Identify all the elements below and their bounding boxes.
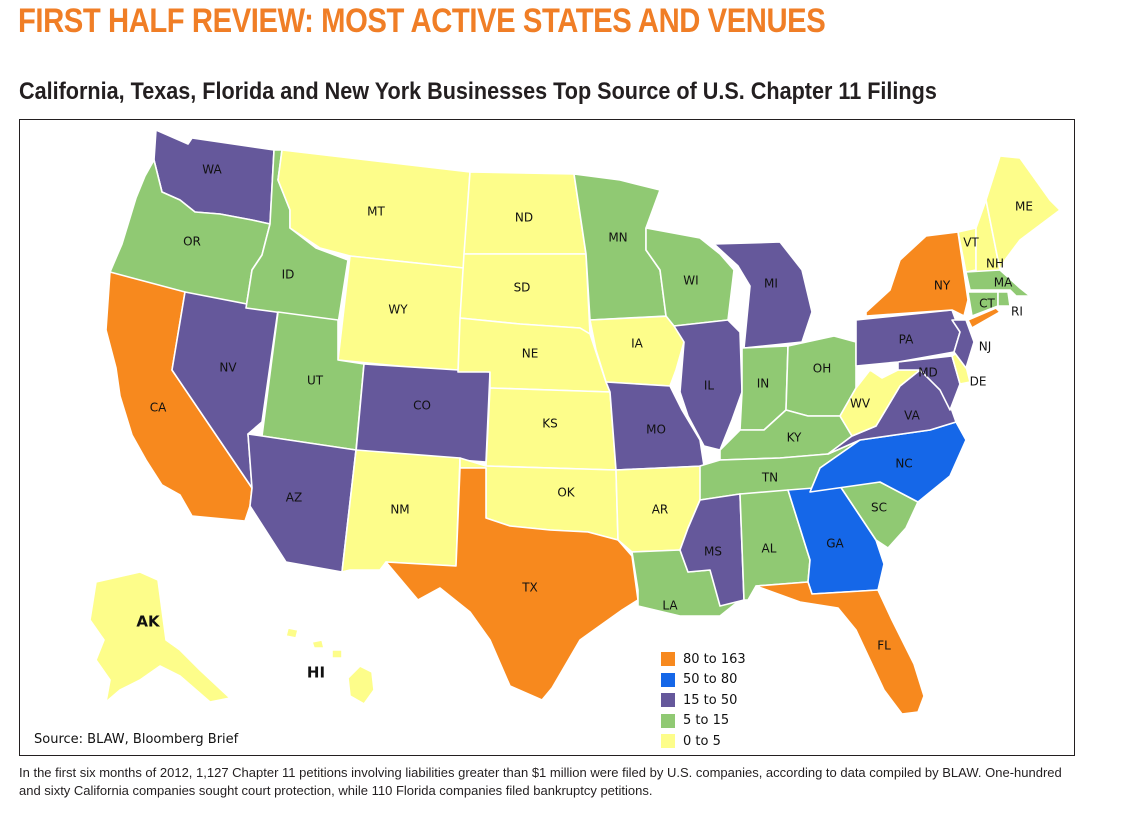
label-mn: MN [608,231,627,245]
label-mt: MT [367,205,385,219]
label-me: ME [1015,200,1033,214]
label-wa: WA [202,163,222,177]
state-hi-island-3 [311,639,325,649]
state-ia [589,315,685,387]
state-tx [385,467,639,701]
legend-label: 0 to 5 [683,733,721,749]
legend-label: 80 to 163 [683,651,746,667]
label-id: ID [282,268,295,282]
label-vt: VT [963,236,979,250]
label-ar: AR [652,503,669,517]
label-tn: TN [761,471,778,485]
caption: In the first six months of 2012, 1,127 C… [19,765,1062,798]
state-co [355,363,491,463]
label-sc: SC [871,501,887,515]
legend-item-0-5: 0 to 5 [661,731,746,752]
legend-swatch [661,672,675,687]
state-ma [965,269,1031,297]
label-de: DE [970,375,987,389]
label-ok: OK [557,486,575,500]
legend-item-5-15: 5 to 15 [661,711,746,732]
label-fl: FL [877,639,891,653]
legend-swatch [661,713,675,728]
headline: FIRST HALF REVIEW: MOST ACTIVE STATES AN… [18,2,826,40]
state-me [985,155,1061,271]
state-hi [347,665,375,705]
state-ny-long-island [967,307,1001,329]
label-tx: TX [521,581,538,595]
label-wy: WY [388,303,408,317]
label-ne: NE [522,347,539,361]
label-nh: NH [986,257,1004,271]
legend-swatch [661,734,675,749]
state-hi-island-4 [285,627,299,639]
legend-swatch [661,652,675,667]
legend-item-50-80: 50 to 80 [661,670,746,691]
legend-label: 15 to 50 [683,692,738,708]
legend-item-80-163: 80 to 163 [661,649,746,670]
label-ms: MS [704,545,722,559]
label-nm: NM [390,503,409,517]
state-labels: WA OR CA NV ID MT WY UT CO AZ NM ND SD N… [136,163,1033,682]
state-ny [865,231,969,317]
label-ny: NY [934,279,951,293]
legend-swatch [661,693,675,708]
label-ia: IA [631,337,644,351]
us-map: WA OR CA NV ID MT WY UT CO AZ NM ND SD N… [89,129,1061,715]
legend-label: 50 to 80 [683,672,738,688]
label-pa: PA [899,333,914,347]
state-ri [997,291,1011,307]
label-az: AZ [286,491,302,505]
legend-label: 5 to 15 [683,713,730,729]
label-ri: RI [1011,305,1023,319]
label-la: LA [662,599,678,613]
map-frame: WA OR CA NV ID MT WY UT CO AZ NM ND SD N… [19,119,1075,756]
label-or: OR [183,235,201,249]
label-oh: OH [813,362,831,376]
state-ak [89,571,231,703]
label-wi: WI [683,274,698,288]
label-mi: MI [764,277,778,291]
state-mo [605,381,705,471]
state-mi [713,241,813,349]
label-nc: NC [895,457,912,471]
label-nj: NJ [979,340,992,354]
label-ca: CA [150,401,167,415]
state-oh [785,335,857,417]
label-ga: GA [826,537,844,551]
label-wv: WV [850,397,871,411]
label-hi: HI [307,664,325,682]
label-mo: MO [646,423,666,437]
label-ky: KY [787,431,802,445]
label-ks: KS [542,417,558,431]
label-ct: CT [979,297,995,311]
label-ma: MA [994,276,1013,290]
state-hi-island-2 [331,649,343,659]
subheadline: California, Texas, Florida and New York … [19,78,937,105]
source-note: Source: BLAW, Bloomberg Brief [34,732,239,747]
label-va: VA [904,409,920,423]
map-legend: 80 to 163 50 to 80 15 to 50 5 to 15 0 to… [661,649,746,752]
state-fl [755,581,925,715]
label-sd: SD [514,281,531,295]
legend-item-15-50: 15 to 50 [661,690,746,711]
state-nj [951,319,975,369]
label-in: IN [757,377,770,391]
label-nv: NV [219,361,237,375]
label-md: MD [918,366,938,380]
label-co: CO [413,399,431,413]
label-al: AL [762,542,777,556]
label-ut: UT [307,374,324,388]
label-il: IL [704,379,715,393]
label-nd: ND [515,211,533,225]
label-ak: AK [136,613,161,631]
